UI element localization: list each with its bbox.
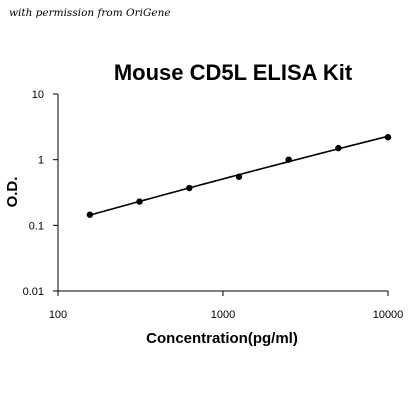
chart-title: Mouse CD5L ELISA Kit bbox=[114, 60, 353, 85]
data-point bbox=[285, 156, 292, 163]
x-tick-label: 10000 bbox=[373, 309, 404, 321]
data-point bbox=[235, 173, 243, 180]
y-axis-label: O.D. bbox=[4, 177, 21, 208]
x-axis-label: Concentration(pg/ml) bbox=[146, 330, 298, 347]
y-tick-label: 0.1 bbox=[29, 220, 44, 232]
y-tick-label: 10 bbox=[32, 89, 44, 101]
x-tick-label: 1000 bbox=[211, 309, 235, 321]
x-tick-label: 100 bbox=[49, 309, 67, 321]
data-point bbox=[86, 211, 94, 218]
data-point bbox=[186, 184, 193, 192]
data-point bbox=[136, 198, 143, 205]
data-point bbox=[335, 144, 342, 152]
permission-watermark: with permission from OriGene bbox=[9, 7, 171, 19]
axes bbox=[57, 94, 388, 292]
ticks: 100 1000 10000 10 1 0.1 0.01 bbox=[23, 89, 404, 321]
data-points bbox=[86, 133, 392, 218]
y-tick-label: 1 bbox=[38, 155, 44, 167]
data-point bbox=[384, 133, 392, 141]
y-tick-label: 0.01 bbox=[23, 286, 44, 298]
